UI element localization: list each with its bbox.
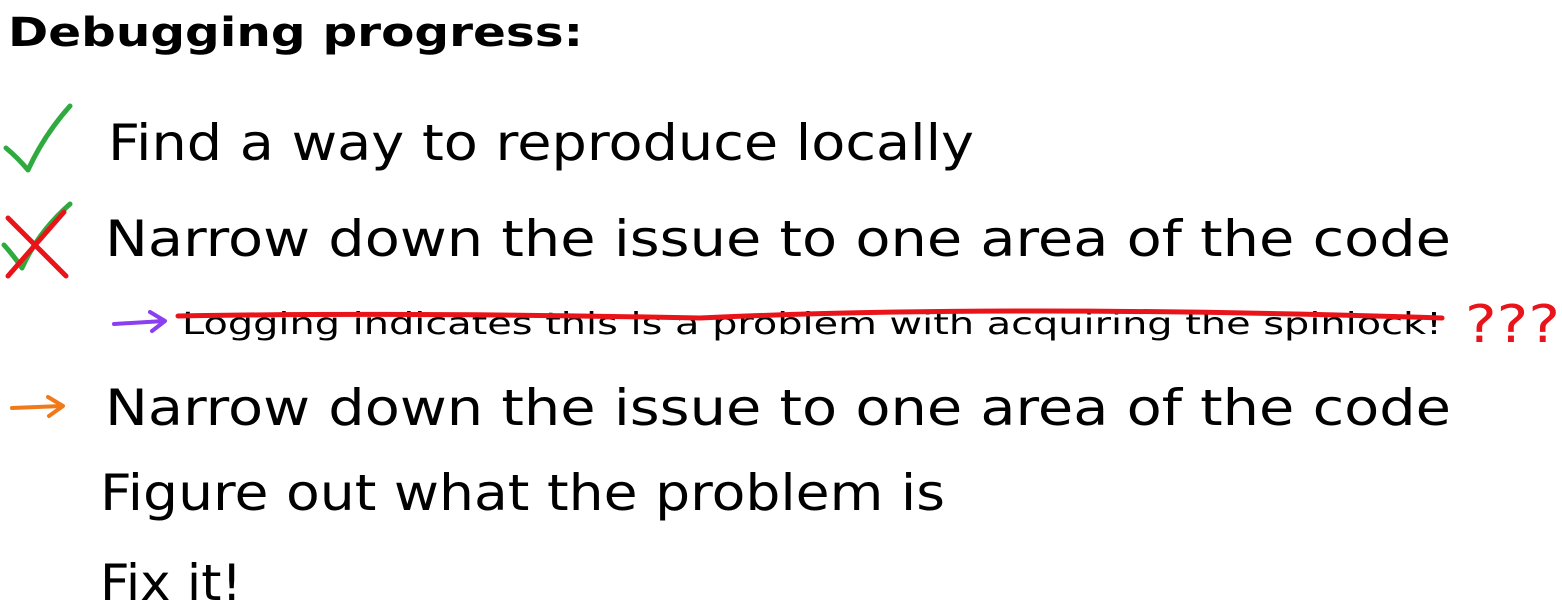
task-item: Narrow down the issue to one area of the…: [105, 379, 1451, 437]
check-icon: [3, 103, 73, 173]
annotation: ???: [1465, 295, 1560, 355]
title: Debugging progress:: [8, 10, 583, 56]
strikethrough: [175, 308, 1445, 321]
task-item: Narrow down the issue to one area of the…: [105, 210, 1451, 268]
task-item: Figure out what the problem is: [100, 464, 945, 522]
cross-icon: [5, 209, 69, 279]
arrow-icon: [112, 310, 167, 333]
task-item: Find a way to reproduce locally: [108, 114, 974, 172]
arrow-icon: [10, 395, 65, 418]
task-item: Fix it!: [100, 554, 242, 612]
